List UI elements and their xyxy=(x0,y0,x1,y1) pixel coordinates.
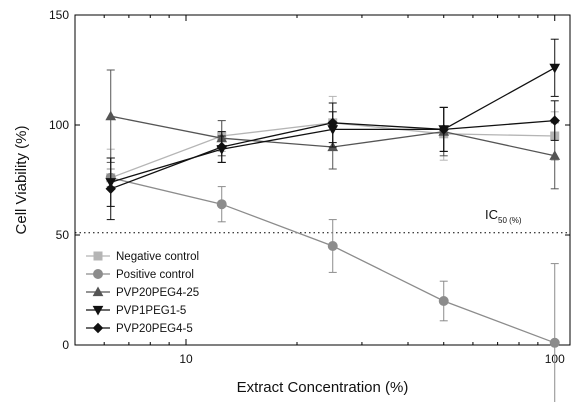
legend: Negative control Positive control PVP20PEG… xyxy=(86,251,199,335)
data-point xyxy=(438,124,449,135)
legend-label: PVP20PEG4-5 xyxy=(116,323,193,335)
data-point xyxy=(549,337,560,348)
legend-label: Negative control xyxy=(116,251,199,263)
legend-item-negative-control: Negative control xyxy=(86,251,199,263)
data-point xyxy=(327,241,338,251)
legend-marker xyxy=(92,305,104,316)
series-pvp20peg4-5 xyxy=(105,100,560,221)
legend-label: PVP1PEG1-5 xyxy=(116,305,186,317)
x-tick-label: 10 xyxy=(179,352,193,366)
legend-item-pvp20peg4-5: PVP20PEG4-5 xyxy=(86,322,193,335)
data-point xyxy=(549,150,561,160)
legend-item-pvp20peg4-25: PVP20PEG4-25 xyxy=(86,286,199,299)
series-layer xyxy=(105,38,561,402)
data-point xyxy=(549,115,560,126)
y-axis-title: Cell Viability (%) xyxy=(13,126,30,235)
legend-marker xyxy=(92,286,104,297)
ic50-label: IC50 (%) xyxy=(485,207,522,225)
legend-item-positive-control: Positive control xyxy=(86,269,194,281)
legend-label: Positive control xyxy=(116,269,194,281)
plot-frame xyxy=(74,14,571,346)
x-axis-title: Extract Concentration (%) xyxy=(237,379,409,396)
data-point xyxy=(327,117,338,129)
data-point xyxy=(438,296,449,306)
series-positive-control xyxy=(105,168,560,402)
legend-marker xyxy=(93,251,103,261)
legend-marker xyxy=(92,322,104,334)
legend-label: PVP20PEG4-25 xyxy=(116,287,199,299)
ic50-label-main: IC xyxy=(485,207,498,222)
data-point xyxy=(216,199,227,210)
legend-item-pvp1peg1-5: PVP1PEG1-5 xyxy=(86,305,186,317)
y-tick-label: 150 xyxy=(49,8,69,22)
ic50-label-subscript: 50 (%) xyxy=(498,216,522,225)
legend-marker xyxy=(93,269,103,279)
data-point xyxy=(216,141,227,153)
data-point xyxy=(105,183,116,195)
data-point xyxy=(549,63,561,74)
data-point xyxy=(105,110,117,121)
y-tick-label: 50 xyxy=(56,228,70,242)
y-tick-label: 0 xyxy=(62,338,69,352)
y-tick-label: 100 xyxy=(49,118,69,132)
